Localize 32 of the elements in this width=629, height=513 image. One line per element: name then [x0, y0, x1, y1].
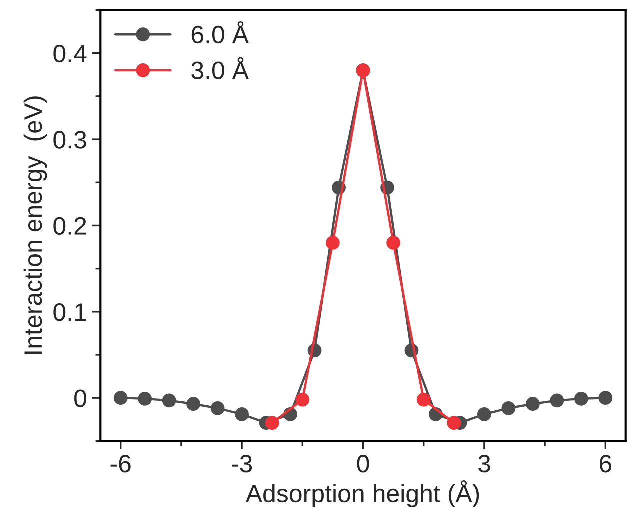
y-axis-title: Interaction energy (eV): [24, 96, 48, 354]
point: [114, 391, 128, 406]
legend-label: 6.0 Å: [192, 21, 249, 44]
point: [526, 397, 540, 412]
x-tick-label: -6: [110, 455, 131, 473]
point: [598, 391, 613, 406]
point: [138, 392, 152, 406]
point: [186, 397, 201, 412]
point: [447, 416, 462, 430]
x-tick-label: 0: [357, 455, 370, 473]
point: [416, 392, 431, 407]
y-tick-label: 0.4: [54, 44, 87, 63]
y-tick-label: 0.3: [54, 131, 86, 149]
point: [326, 236, 340, 250]
y-tick-label: 0.2: [54, 217, 86, 236]
point: [550, 394, 564, 408]
legend-label: 3.0 Å: [192, 57, 249, 80]
point: [502, 401, 516, 416]
point: [386, 236, 400, 250]
point: [210, 401, 225, 416]
point: [478, 408, 492, 422]
point: [162, 394, 176, 408]
y-tick-label: 0.1: [54, 304, 86, 322]
point: [296, 392, 310, 407]
point: [265, 416, 280, 430]
x-tick-label: 6: [600, 455, 612, 473]
point: [235, 408, 249, 422]
point: [574, 392, 588, 406]
x-tick-label: -3: [232, 455, 252, 473]
y-tick-label: 0: [74, 390, 86, 408]
x-axis-title: Adsorption height (Å): [246, 480, 480, 508]
x-tick-label: 3: [478, 455, 490, 473]
